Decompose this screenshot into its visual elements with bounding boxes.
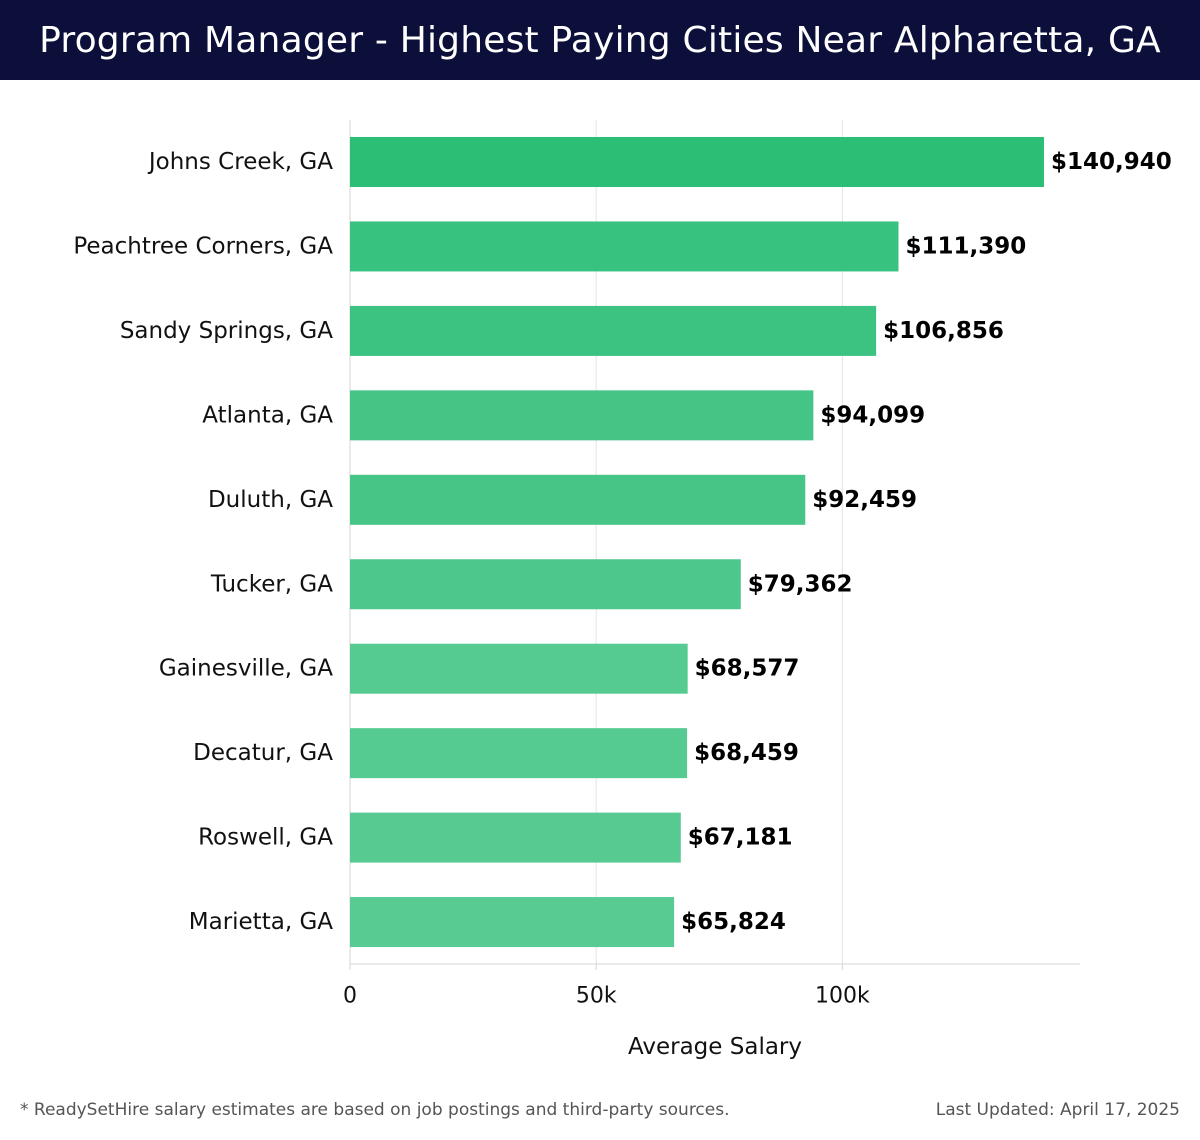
last-updated: Last Updated: April 17, 2025	[935, 1100, 1180, 1120]
x-tick-label: 0	[343, 984, 357, 1009]
category-label: Gainesville, GA	[159, 656, 333, 682]
value-label: $67,181	[688, 825, 793, 851]
bar	[350, 474, 806, 525]
category-label: Tucker, GA	[210, 571, 333, 597]
category-label: Decatur, GA	[193, 740, 333, 766]
chart-title: Program Manager - Highest Paying Cities …	[39, 19, 1161, 61]
bar	[350, 137, 1044, 187]
bar	[350, 897, 675, 948]
bar	[350, 728, 688, 779]
category-label: Marietta, GA	[189, 909, 334, 935]
x-tick-label: 100k	[815, 984, 870, 1009]
value-label: $94,099	[820, 402, 925, 428]
value-label: $65,824	[681, 909, 786, 935]
category-label: Johns Creek, GA	[147, 149, 333, 175]
value-label: $68,577	[695, 656, 800, 682]
bar	[350, 812, 681, 863]
x-tick-label: 50k	[576, 984, 617, 1009]
x-axis-label: Average Salary	[628, 1034, 802, 1060]
bar	[350, 305, 877, 356]
value-label: $92,459	[812, 487, 917, 513]
bar	[350, 643, 688, 694]
bar	[350, 390, 814, 441]
value-label: $106,856	[883, 318, 1004, 344]
category-label: Peachtree Corners, GA	[73, 233, 333, 259]
category-label: Roswell, GA	[198, 825, 333, 851]
bar	[350, 221, 899, 272]
bar-chart: Johns Creek, GA $140,940 Peachtree Corners…	[73, 120, 1172, 1060]
category-label: Duluth, GA	[208, 487, 333, 513]
chart-header: Program Manager - Highest Paying Cities …	[0, 0, 1200, 80]
value-label: $111,390	[905, 233, 1026, 259]
value-label: $79,362	[748, 571, 853, 597]
value-label: $68,459	[694, 740, 799, 766]
bar	[350, 559, 741, 610]
footnote: * ReadySetHire salary estimates are base…	[20, 1100, 730, 1120]
category-label: Atlanta, GA	[202, 402, 333, 428]
category-label: Sandy Springs, GA	[120, 318, 333, 344]
value-label: $140,940	[1051, 149, 1172, 175]
